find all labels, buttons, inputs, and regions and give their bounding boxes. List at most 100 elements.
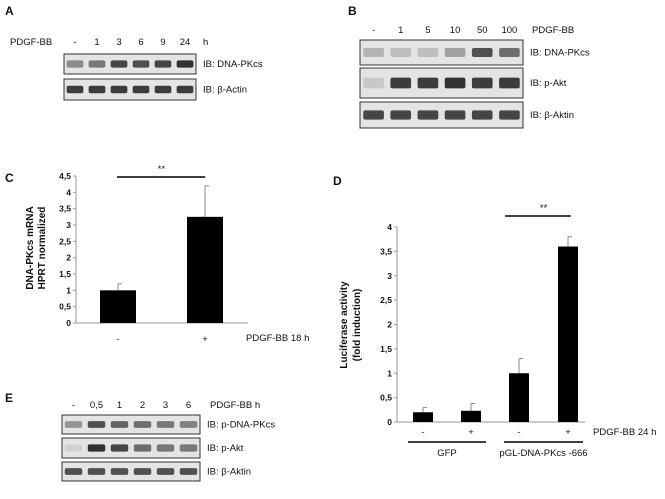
blot-panel-b: - 1 5 10 50 100 IB: DNA-PKcs IB: p-Akt IB: β-Akt… (359, 25, 590, 129)
panel-label-d: D (333, 174, 342, 188)
lane-label: 24 (180, 37, 191, 48)
blot-band (132, 60, 150, 68)
x-axis-label-c: PDGF-BB 18 h (246, 333, 309, 344)
blot-label: IB: p-DNA-PKcs (207, 420, 275, 431)
panel-label-b: B (348, 4, 357, 18)
y-tick-label: 4,5 (59, 171, 71, 181)
lane-label: - (72, 400, 75, 411)
blot-band (87, 468, 106, 475)
lane-label: 9 (160, 37, 165, 48)
y-tick-label: 1 (66, 285, 71, 295)
blot-band (110, 421, 129, 428)
blot-band (471, 77, 493, 89)
blot-band (471, 110, 493, 120)
group-label: pGL-DNA-PKcs -666 (499, 448, 587, 459)
y-tick-label: 0,5 (59, 302, 71, 312)
treatment-label-b: PDGF-BB (532, 25, 574, 36)
lane-label: 3 (163, 400, 168, 411)
blot-label: IB: p-Akt (530, 78, 567, 89)
panel-label-c: C (5, 171, 14, 185)
blot-band (499, 48, 520, 57)
y-axis-label-d-line1: Luciferase activity (339, 281, 350, 369)
treatment-label-e: PDGF-BB h (210, 400, 260, 411)
blot-band (64, 444, 83, 452)
blot-label: IB: β-Aktin (207, 467, 251, 478)
lane-label: 50 (477, 25, 488, 36)
blot-band (156, 444, 175, 452)
blot-band (363, 48, 384, 57)
blot-panel-a: - 1 3 6 9 24 IB: DNA-PKcs IB: β-Actin (63, 37, 263, 101)
blot-band (363, 77, 384, 89)
category-label: + (565, 427, 571, 438)
blot-band (66, 85, 84, 94)
blot-band (110, 60, 128, 68)
significance-label: ** (158, 164, 166, 175)
y-axis-label-c-line1: DNA-PKcs mRNA (25, 206, 36, 289)
y-tick-label: 3,5 (380, 246, 392, 256)
blot-band (444, 110, 466, 120)
blot-band (179, 421, 198, 428)
blot-strip (359, 101, 524, 129)
lane-label: 6 (138, 37, 143, 48)
lane-label: 100 (501, 25, 517, 36)
significance-label: ** (540, 203, 548, 214)
blot-band (133, 444, 152, 452)
blot-band (87, 444, 106, 452)
y-tick-label: 3 (387, 271, 392, 281)
y-tick-label: 0 (66, 318, 71, 328)
blot-band (87, 421, 106, 428)
bar (509, 373, 529, 422)
y-tick-label: 4 (387, 222, 392, 232)
y-tick-label: 3 (66, 220, 71, 230)
blot-strip (61, 437, 201, 459)
blot-band (390, 77, 412, 89)
blot-band (417, 48, 439, 57)
bar (187, 216, 223, 323)
treatment-label-a: PDGF-BB (10, 37, 52, 48)
blot-band (179, 468, 198, 475)
y-tick-label: 2,5 (59, 236, 71, 246)
panel-label-a: A (5, 4, 14, 18)
lane-label: 3 (116, 37, 121, 48)
category-label: - (517, 427, 520, 438)
blot-band (66, 60, 84, 68)
lane-label: 1 (117, 400, 122, 411)
y-tick-label: 2 (66, 253, 71, 263)
blot-band (64, 421, 83, 428)
chart-c: DNA-PKcs mRNA HPRT normalized PDGF-BB 18… (25, 164, 309, 345)
blot-band (88, 60, 106, 68)
blot-label: IB: DNA-PKcs (203, 59, 263, 70)
blot-band (110, 444, 129, 452)
lane-label: 1 (94, 37, 99, 48)
blot-band (132, 85, 150, 94)
y-tick-label: 2,5 (380, 295, 392, 305)
blot-band (176, 85, 194, 94)
blot-band (156, 421, 175, 428)
blot-band (444, 48, 466, 57)
panel-label-e: E (5, 391, 13, 405)
y-axis-label-c-line2: HPRT normalized (37, 207, 48, 290)
blot-strip (359, 39, 524, 66)
lane-label: 0,5 (90, 400, 103, 411)
y-tick-label: 1,5 (59, 269, 71, 279)
blot-band (110, 85, 128, 94)
y-tick-label: 0,5 (380, 393, 392, 403)
blot-strip (63, 53, 197, 75)
chart-d: Luciferase activity (fold induction) PDG… (339, 203, 656, 459)
category-label: - (421, 427, 424, 438)
x-axis-label-d: PDGF-BB 24 h (593, 427, 656, 438)
lane-label: 10 (450, 25, 461, 36)
blot-band (417, 110, 439, 120)
blot-strip (61, 414, 201, 435)
blot-band (176, 60, 194, 68)
y-tick-label: 1,5 (380, 344, 392, 354)
bar (100, 290, 136, 323)
blot-band (179, 444, 198, 452)
bar (558, 246, 578, 422)
blot-strip (61, 461, 201, 482)
y-tick-label: 0 (387, 417, 392, 427)
blot-label: IB: p-Akt (207, 443, 244, 454)
lane-label: 5 (425, 25, 430, 36)
blot-label: IB: DNA-PKcs (530, 48, 590, 59)
blot-band (64, 468, 83, 475)
